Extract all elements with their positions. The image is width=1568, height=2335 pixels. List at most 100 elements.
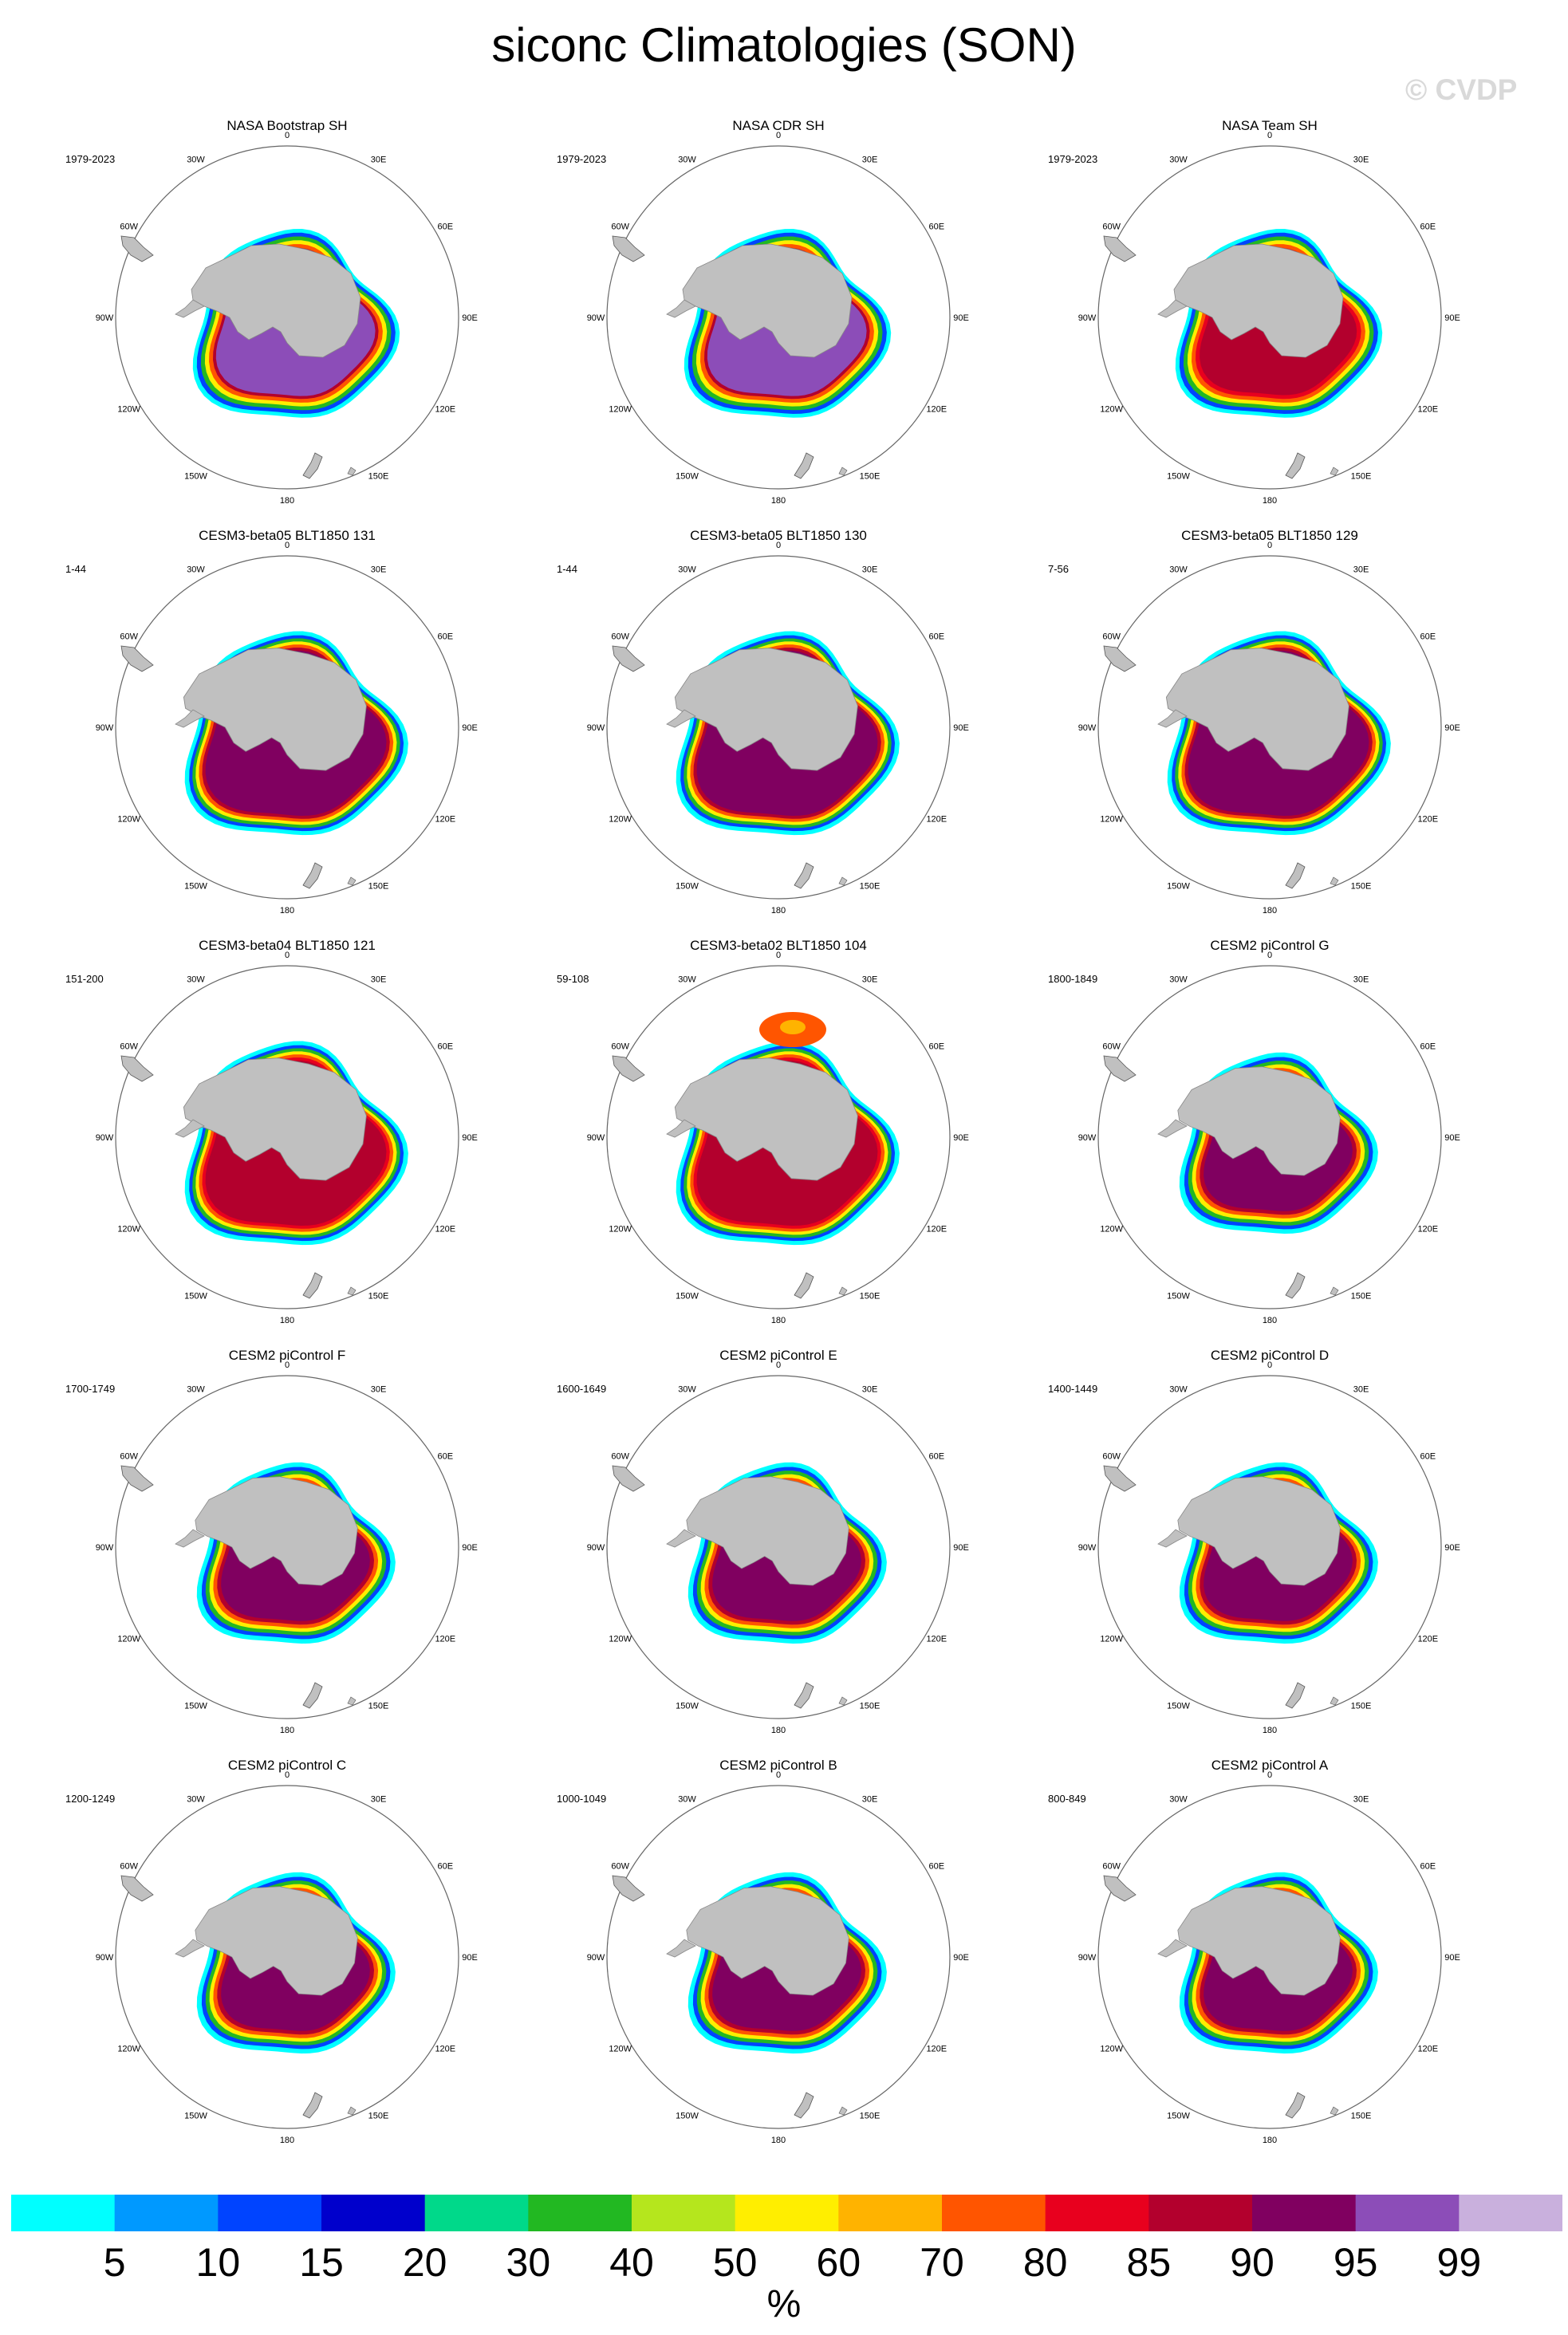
longitude-label: 180 bbox=[280, 1316, 294, 1325]
longitude-label: 60W bbox=[120, 1042, 138, 1052]
longitude-label: 60W bbox=[120, 1862, 138, 1872]
polar-map: 0 30E 60E 90E 120E 150E 180 150W 120W 90W 60W 30W bbox=[587, 951, 969, 1325]
south-america-landmass bbox=[612, 1055, 645, 1082]
polar-map: 0 30E 60E 90E 120E 150E 180 150W 120W 90W 60W 30W bbox=[587, 1360, 969, 1735]
longitude-label: 60W bbox=[611, 222, 629, 232]
longitude-label: 60E bbox=[438, 1862, 454, 1872]
panel-years: 1-44 bbox=[557, 563, 578, 575]
panel-title: CESM3-beta05 BLT1850 129 bbox=[1181, 528, 1358, 543]
colorbar-tick-label: 95 bbox=[1333, 2240, 1378, 2285]
antarctic-peninsula bbox=[666, 709, 696, 728]
longitude-label: 150W bbox=[1167, 2111, 1190, 2120]
longitude-label: 30E bbox=[1353, 565, 1369, 575]
longitude-label: 180 bbox=[1263, 2136, 1277, 2145]
longitude-label: 150W bbox=[676, 471, 699, 481]
longitude-label: 150E bbox=[368, 471, 389, 481]
longitude-label: 180 bbox=[771, 2136, 786, 2145]
longitude-label: 30E bbox=[862, 1795, 878, 1805]
colorbar-swatch bbox=[942, 2195, 1046, 2231]
new-zealand-landmass bbox=[1285, 452, 1306, 479]
colorbar bbox=[11, 2195, 1562, 2231]
longitude-label: 90E bbox=[953, 1953, 969, 1963]
longitude-label: 30E bbox=[862, 565, 878, 575]
longitude-label: 60E bbox=[438, 222, 454, 232]
longitude-label: 30W bbox=[678, 565, 696, 575]
longitude-label: 150E bbox=[368, 2111, 389, 2120]
panel-years: 1600-1649 bbox=[557, 1383, 607, 1395]
polar-map: 0 30E 60E 90E 120E 150E 180 150W 120W 90W 60W 30W bbox=[1078, 1770, 1460, 2145]
longitude-label: 120W bbox=[117, 1225, 140, 1234]
longitude-label: 120W bbox=[609, 2045, 632, 2054]
colorbar-units: % bbox=[766, 2283, 802, 2325]
new-zealand-landmass bbox=[794, 1682, 814, 1709]
polar-map: 0 30E 60E 90E 120E 150E 180 150W 120W 90W 60W 30W bbox=[96, 541, 478, 915]
longitude-label: 180 bbox=[771, 1726, 786, 1735]
colorbar-swatch bbox=[1252, 2195, 1357, 2231]
new-zealand-landmass bbox=[302, 1682, 323, 1709]
antarctic-peninsula bbox=[666, 1529, 696, 1548]
longitude-label: 120W bbox=[1100, 2045, 1123, 2054]
longitude-label: 150E bbox=[860, 1701, 881, 1711]
longitude-label: 30W bbox=[1169, 156, 1188, 165]
longitude-label: 90W bbox=[587, 723, 605, 733]
longitude-label: 30W bbox=[678, 156, 696, 165]
new-zealand-landmass bbox=[302, 2092, 323, 2119]
longitude-label: 120E bbox=[435, 405, 455, 415]
south-america-landmass bbox=[612, 1465, 645, 1492]
colorbar-swatch bbox=[528, 2195, 632, 2231]
longitude-label: 30W bbox=[187, 565, 205, 575]
polar-map: 0 30E 60E 90E 120E 150E 180 150W 120W 90W 60W 30W bbox=[1078, 951, 1460, 1325]
campbell-island bbox=[1330, 467, 1339, 476]
colorbar-swatch bbox=[11, 2195, 116, 2231]
longitude-label: 150W bbox=[676, 1291, 699, 1301]
map-panel: 0 30E 60E 90E 120E 150E 180 150W 120W 90W 60W 30W CE… bbox=[1030, 1758, 1509, 2172]
longitude-label: 120E bbox=[1417, 2045, 1438, 2054]
longitude-label: 150W bbox=[184, 2111, 207, 2120]
longitude-label: 180 bbox=[280, 496, 294, 506]
antarctic-peninsula bbox=[1157, 299, 1188, 318]
colorbar-tick-label: 15 bbox=[299, 2240, 344, 2285]
longitude-label: 60E bbox=[929, 1042, 945, 1052]
longitude-label: 120E bbox=[1417, 815, 1438, 825]
antarctic-peninsula bbox=[175, 1119, 205, 1138]
polar-map: 0 30E 60E 90E 120E 150E 180 150W 120W 90W 60W 30W bbox=[1078, 1360, 1460, 1735]
panel-title: CESM2 piControl D bbox=[1210, 1348, 1330, 1363]
longitude-label: 150E bbox=[368, 1701, 389, 1711]
colorbar-swatch bbox=[1459, 2195, 1562, 2231]
longitude-label: 60E bbox=[1420, 1452, 1436, 1462]
colorbar-tick-label: 80 bbox=[1022, 2240, 1068, 2285]
longitude-label: 90W bbox=[587, 1953, 605, 1963]
longitude-label: 30W bbox=[678, 1795, 696, 1805]
longitude-label: 90E bbox=[1444, 1543, 1460, 1553]
longitude-label: 60E bbox=[929, 222, 945, 232]
antarctica-landmass bbox=[1173, 243, 1344, 358]
campbell-island bbox=[1330, 876, 1339, 886]
antarctic-peninsula bbox=[175, 1939, 205, 1958]
longitude-label: 60E bbox=[438, 1042, 454, 1052]
longitude-label: 150W bbox=[184, 471, 207, 481]
panel-years: 1800-1849 bbox=[1048, 973, 1098, 985]
longitude-label: 30W bbox=[1169, 565, 1188, 575]
colorbar-tick-label: 30 bbox=[506, 2240, 551, 2285]
colorbar-tick-label: 90 bbox=[1230, 2240, 1274, 2285]
longitude-label: 0 bbox=[285, 1770, 290, 1780]
new-zealand-landmass bbox=[794, 1272, 814, 1299]
campbell-island bbox=[347, 2106, 357, 2116]
polar-map: 0 30E 60E 90E 120E 150E 180 150W 120W 90W 60W 30W bbox=[96, 1360, 478, 1735]
colorbar-swatch bbox=[1045, 2195, 1149, 2231]
map-panel: 0 30E 60E 90E 120E 150E 180 150W 120W 90W 60W 30W CE… bbox=[539, 528, 1018, 943]
colorbar-swatch bbox=[218, 2195, 322, 2231]
longitude-label: 120W bbox=[609, 815, 632, 825]
longitude-label: 0 bbox=[776, 1770, 781, 1780]
longitude-label: 30E bbox=[371, 975, 387, 985]
longitude-label: 0 bbox=[776, 1360, 781, 1370]
longitude-label: 60E bbox=[1420, 222, 1436, 232]
longitude-label: 30W bbox=[1169, 1385, 1188, 1395]
longitude-label: 90W bbox=[96, 313, 114, 323]
south-america-landmass bbox=[1103, 1875, 1137, 1902]
longitude-label: 30E bbox=[371, 156, 387, 165]
colorbar-tick-label: 10 bbox=[195, 2240, 241, 2285]
longitude-label: 90W bbox=[587, 313, 605, 323]
colorbar-tick-label: 60 bbox=[816, 2240, 861, 2285]
polar-map: 0 30E 60E 90E 120E 150E 180 150W 120W 90W 60W 30W bbox=[1078, 541, 1460, 915]
